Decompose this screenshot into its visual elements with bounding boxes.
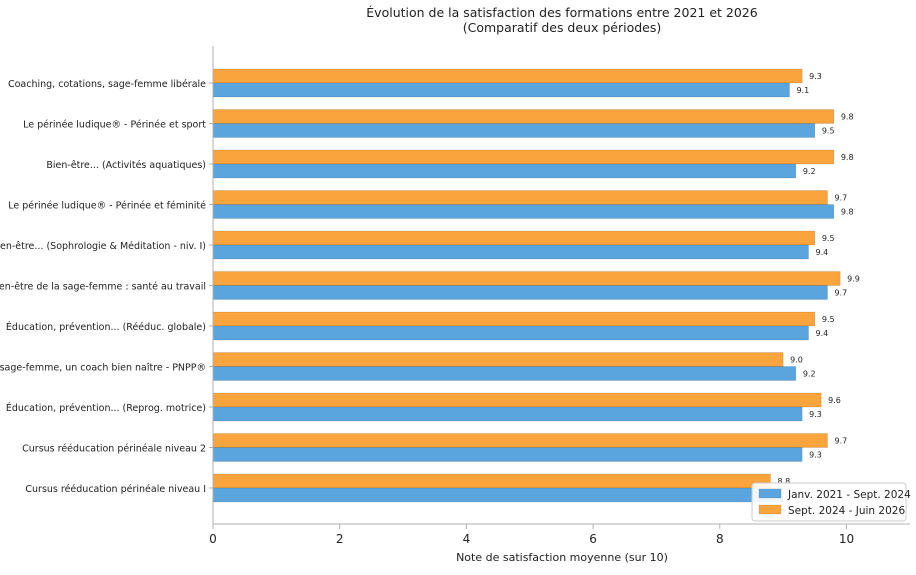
data-label: 9.3: [809, 72, 822, 81]
data-label: 9.7: [834, 437, 847, 446]
bar-earlier-period: [212, 163, 797, 179]
x-tick-label: 10: [839, 532, 854, 546]
data-label: 9.8: [841, 153, 854, 162]
chart-subtitle: (Comparatif des deux périodes): [463, 20, 662, 35]
category-label: Cursus rééducation périnéale niveau 2: [22, 444, 206, 455]
category-label: Bien-être... (Activités aquatiques): [46, 160, 206, 171]
legend-swatch: [758, 504, 782, 515]
chart-title: Évolution de la satisfaction des formati…: [366, 5, 757, 20]
category-label: Éducation, prévention... (Rééduc. global…: [6, 321, 206, 333]
bar-recent-period: [212, 352, 784, 367]
category-label: Bien-être de la sage-femme : santé au tr…: [0, 282, 206, 293]
legend: Janv. 2021 - Sept. 2024 Sept. 2024 - Juin…: [751, 482, 911, 522]
bar-earlier-period: [212, 325, 809, 341]
bar-recent-period: [212, 68, 803, 84]
bar-recent-period: [212, 473, 771, 489]
x-tick-label: 4: [463, 532, 471, 546]
bar-earlier-period: [212, 204, 835, 219]
x-axis-label: Note de satisfaction moyenne (sur 10): [456, 551, 668, 564]
category-label: Bien-être... (Sophrologie & Méditation -…: [0, 241, 206, 252]
bar-earlier-period: [212, 406, 803, 422]
legend-swatch: [758, 488, 782, 499]
legend-label: Sept. 2024 - Juin 2026: [788, 505, 905, 517]
data-label: 9.8: [841, 208, 854, 217]
legend-label: Janv. 2021 - Sept. 2024: [787, 489, 911, 501]
category-label: Coaching, cotations, sage-femme libérale: [8, 79, 206, 90]
category-label: Éducation, prévention... (Reprog. motric…: [6, 402, 206, 414]
data-label: 9.3: [809, 451, 822, 460]
bar-earlier-period: [212, 447, 803, 462]
data-label: 9.0: [790, 356, 803, 365]
data-label: 9.2: [803, 370, 816, 379]
bar-earlier-period: [212, 285, 828, 300]
data-label: 9.9: [847, 275, 860, 284]
x-tick-label: 0: [209, 532, 217, 546]
x-tick-label: 6: [589, 532, 597, 546]
data-label: 8.8: [777, 477, 790, 486]
data-label: 9.5: [822, 127, 835, 136]
data-label: 9.7: [834, 194, 847, 203]
data-label: 9.4: [815, 248, 828, 257]
data-label: 9.5: [822, 315, 835, 324]
bar-recent-period: [212, 271, 841, 286]
bar-recent-period: [212, 230, 816, 246]
category-label: Le périnée ludique® - Périnée et féminit…: [8, 201, 206, 212]
bar-earlier-period: [212, 487, 784, 503]
category-label: Le périnée ludique® - Périnée et sport: [23, 120, 206, 131]
data-label: 9.5: [822, 234, 835, 243]
data-label: 9.1: [796, 86, 809, 95]
bar-recent-period: [212, 433, 828, 448]
data-label: 9.7: [834, 289, 847, 298]
bar-earlier-period: [212, 123, 816, 138]
data-label: 9.3: [809, 410, 822, 419]
bar-recent-period: [212, 311, 816, 327]
x-tick-label: 8: [716, 532, 724, 546]
bar-earlier-period: [212, 82, 790, 98]
bar-earlier-period: [212, 366, 797, 381]
x-axis-ticks: 0 2 4 6 8 10: [209, 524, 854, 546]
data-label: 9.2: [803, 167, 816, 176]
data-label: 9.8: [841, 113, 854, 122]
legend-box: [751, 482, 907, 522]
bar-earlier-period: [212, 244, 809, 260]
data-label: 9.4: [815, 329, 828, 338]
bar-recent-period: [212, 190, 828, 205]
bar-recent-period: [212, 109, 835, 124]
x-tick-label: 2: [336, 532, 344, 546]
category-label: Cursus rééducation périnéale niveau I: [25, 484, 206, 495]
data-label: 9.6: [828, 396, 841, 405]
category-label: La sage-femme, un coach bien naître - PN…: [0, 363, 206, 374]
plot-area: Coaching, cotations, sage-femme libérale…: [0, 68, 860, 503]
bar-recent-period: [212, 149, 835, 165]
bar-recent-period: [212, 392, 822, 408]
